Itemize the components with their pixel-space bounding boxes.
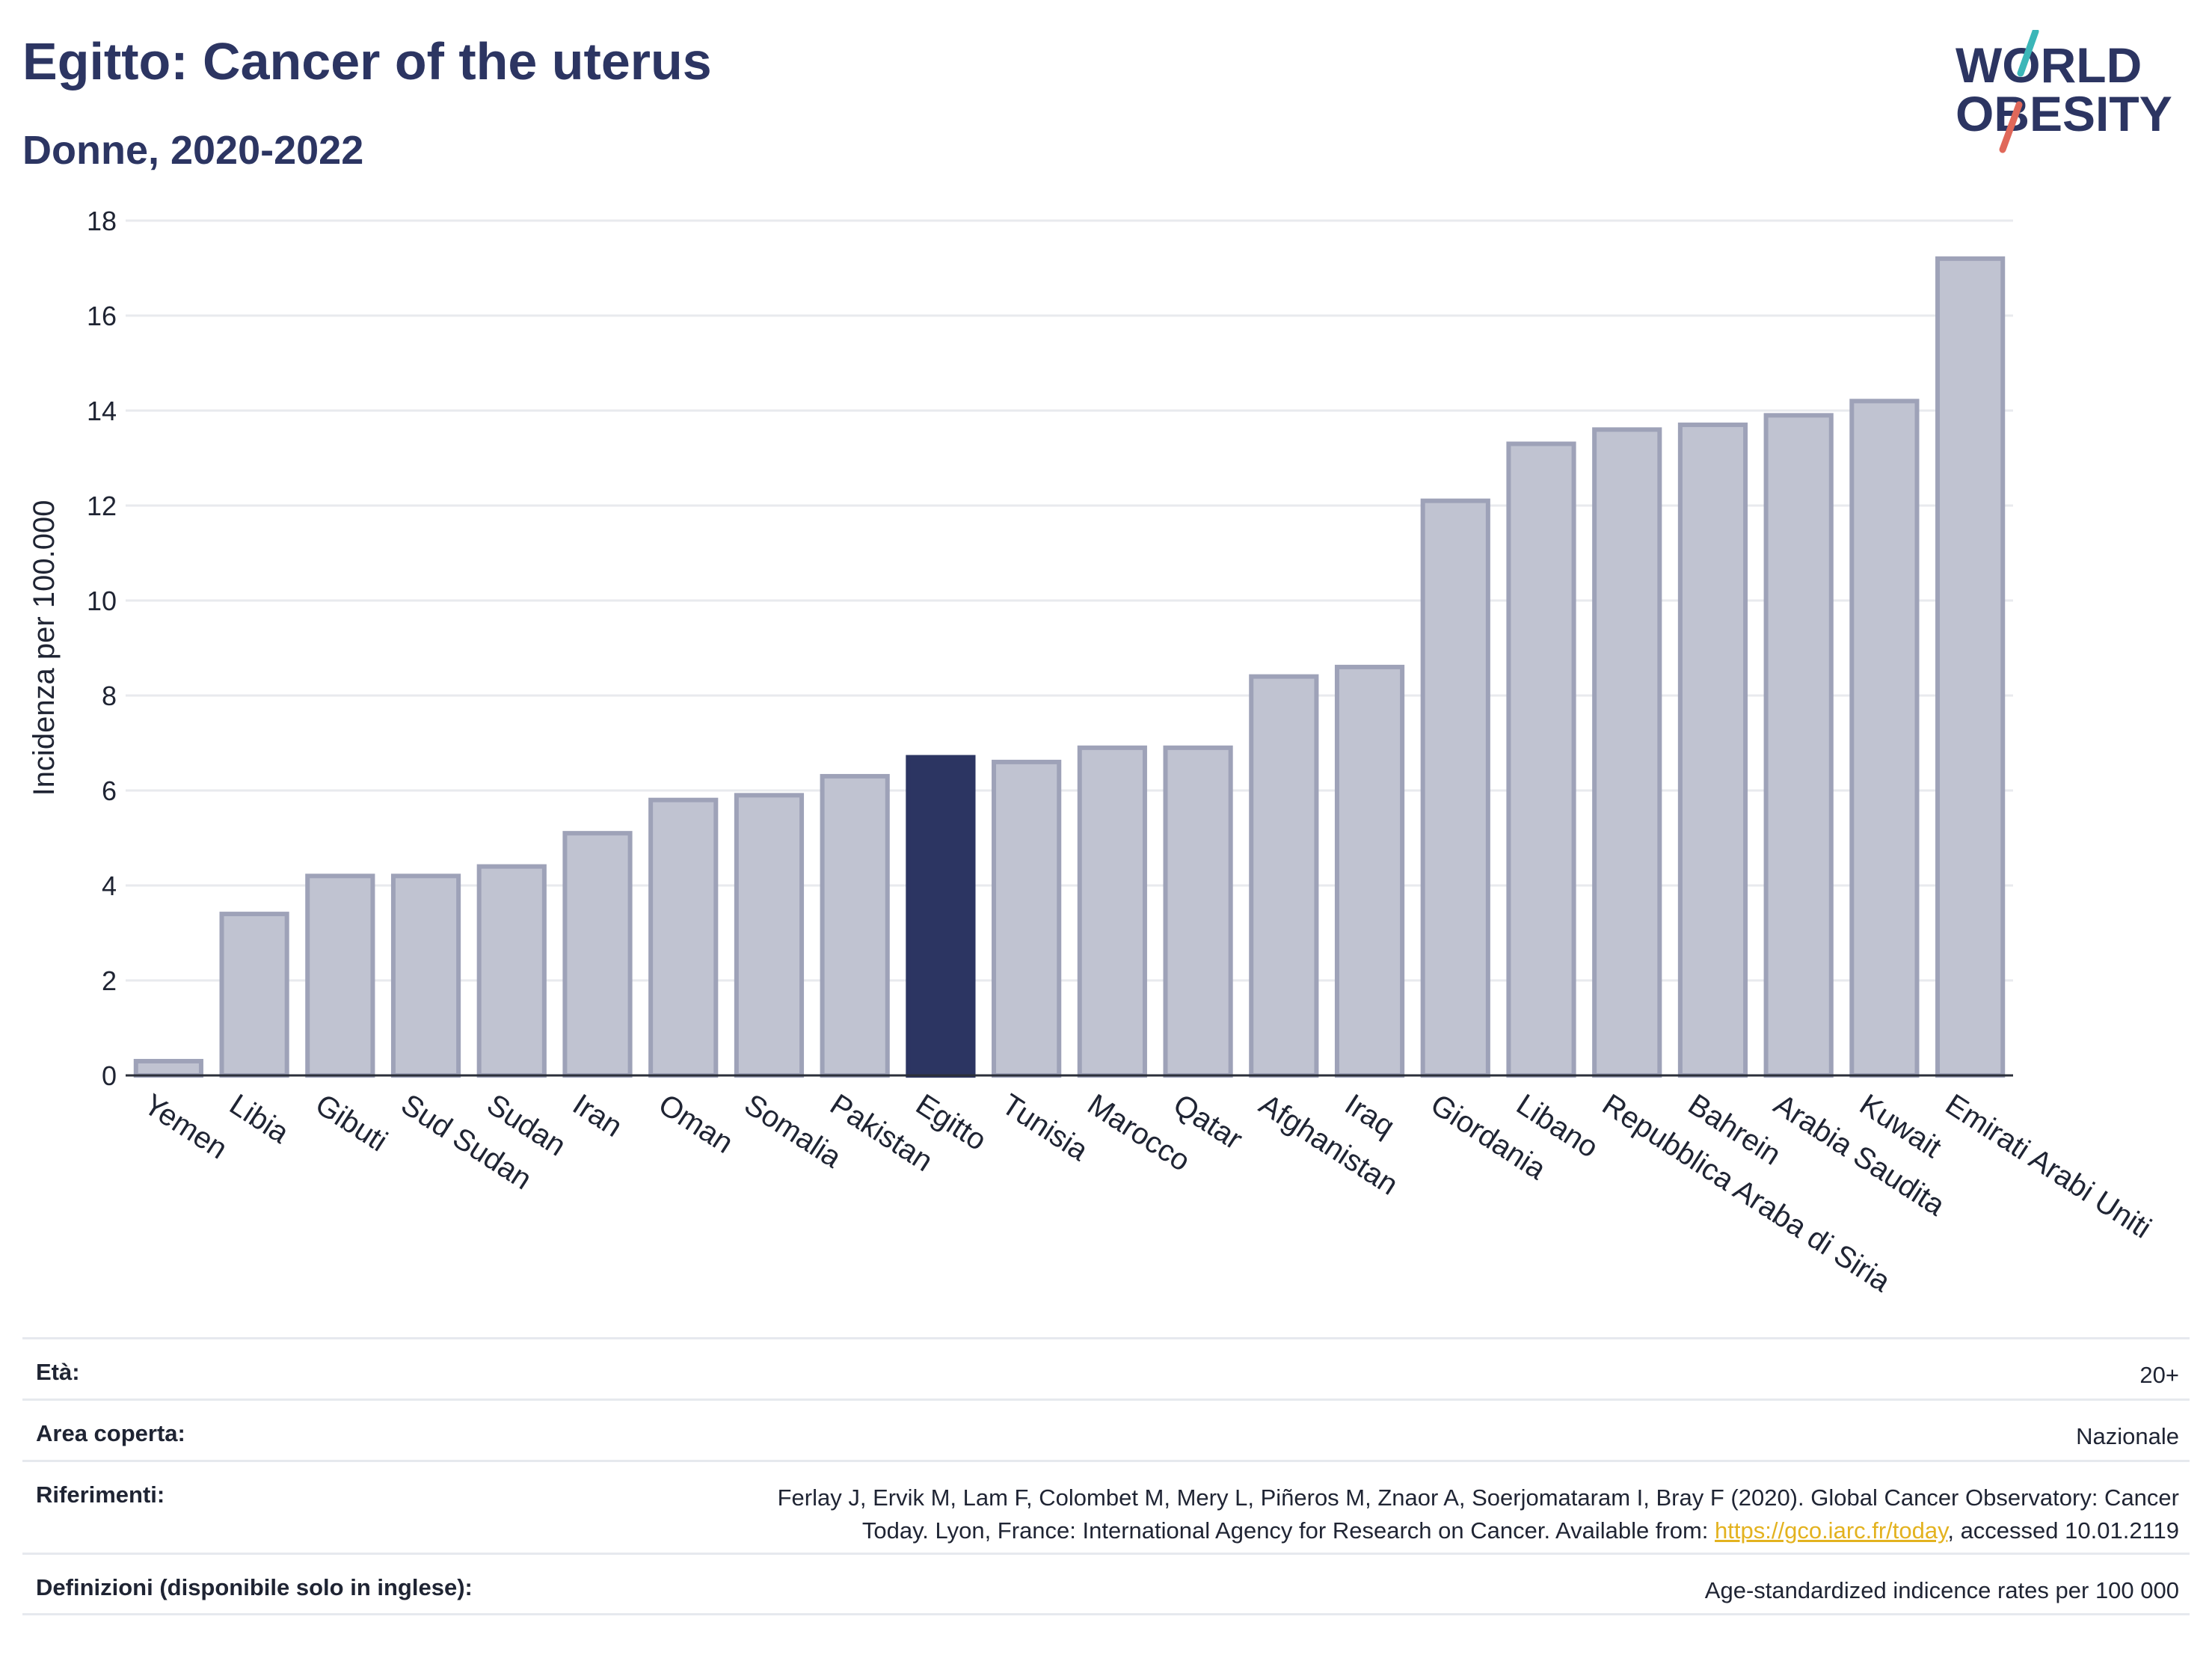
bar-tunisia <box>992 759 1062 1078</box>
age-value: 20+ <box>2139 1362 2179 1388</box>
bar-giordania <box>1420 498 1490 1078</box>
x-tick-label: Libia <box>224 1088 295 1150</box>
bar-gibuti <box>305 873 375 1078</box>
bar-iran <box>562 831 633 1078</box>
bar-yemen <box>133 1058 203 1078</box>
x-tick-label: Iran <box>567 1088 628 1143</box>
chart-title: Egitto: Cancer of the uterus <box>22 32 712 90</box>
bar-egitto <box>906 755 976 1078</box>
references-line-1: Ferlay J, Ervik M, Lam F, Colombet M, Me… <box>777 1484 2179 1511</box>
y-tick-label: 4 <box>102 871 117 901</box>
references-accessed: , accessed 10.01.2119 <box>1947 1517 2179 1544</box>
logo-word-world: WORLD <box>1956 37 2142 93</box>
x-tick-label: Oman <box>653 1088 739 1160</box>
bar-kuwait <box>1849 399 1920 1078</box>
bar-iraq <box>1334 664 1405 1078</box>
area-label: Area coperta: <box>36 1420 185 1446</box>
bar-afghanistan <box>1249 674 1319 1078</box>
chart-subtitle: Donne, 2020-2022 <box>22 128 364 173</box>
bar-emirati-arabi-uniti <box>1935 256 2006 1078</box>
bar-sudan <box>476 864 547 1078</box>
y-tick-label: 0 <box>102 1060 117 1091</box>
meta-row-references: Riferimenti: Ferlay J, Ervik M, Lam F, C… <box>22 1460 2190 1553</box>
meta-row-age: Età: 20+ <box>22 1337 2190 1398</box>
y-tick-label: 16 <box>87 301 117 331</box>
logo-word-obesity: OBESITY <box>1956 86 2172 141</box>
bar-somalia <box>734 793 805 1078</box>
bar-libano <box>1506 441 1576 1078</box>
bar-sud-sudan <box>390 873 461 1078</box>
definitions-label: Definizioni (disponibile solo in inglese… <box>36 1574 473 1600</box>
x-tick-label: Somalia <box>739 1088 848 1175</box>
y-tick-label: 14 <box>87 396 117 426</box>
x-tick-label: Yemen <box>138 1088 233 1166</box>
bar-bahrein <box>1677 423 1748 1078</box>
references-value: Ferlay J, Ervik M, Lam F, Colombet M, Me… <box>778 1481 2179 1547</box>
meta-row-definitions: Definizioni (disponibile solo in inglese… <box>22 1553 2190 1615</box>
x-tick-label: Tunisia <box>996 1088 1094 1168</box>
age-label: Età: <box>36 1359 80 1385</box>
bar-qatar <box>1163 745 1233 1078</box>
references-label: Riferimenti: <box>36 1481 165 1508</box>
x-tick-label: Iraq <box>1339 1088 1401 1143</box>
x-tick-label: Gibuti <box>310 1088 393 1158</box>
bar-arabia-saudita <box>1763 413 1834 1078</box>
references-line-2: Today. Lyon, France: International Agenc… <box>861 1517 1715 1544</box>
x-tick-label: Emirati Arabi Uniti <box>1940 1088 2157 1245</box>
bar-pakistan <box>820 773 890 1078</box>
bar-oman <box>648 797 719 1078</box>
bar-chart: 0 2 4 6 8 10 12 14 16 18 Incidenza per 100.000 Yeme… <box>28 206 2157 1299</box>
y-tick-label: 8 <box>102 681 117 711</box>
y-tick-label: 6 <box>102 776 117 806</box>
y-tick-label: 12 <box>87 491 117 521</box>
area-value: Nazionale <box>2076 1423 2179 1449</box>
y-tick-label: 10 <box>87 586 117 616</box>
bar-libia <box>219 912 289 1078</box>
bar-marocco <box>1077 745 1147 1078</box>
references-link[interactable]: https://gco.iarc.fr/today <box>1715 1517 1948 1544</box>
y-axis-title: Incidenza per 100.000 <box>28 500 61 796</box>
definitions-value: Age-standardized indicence rates per 100… <box>1704 1577 2179 1603</box>
metadata-table: Età: 20+ Area coperta: Nazionale Riferim… <box>22 1337 2190 1615</box>
world-obesity-logo: WORLD OBESITY <box>1956 30 2172 153</box>
meta-row-area: Area coperta: Nazionale <box>22 1398 2190 1460</box>
y-tick-label: 18 <box>87 206 117 236</box>
y-tick-label: 2 <box>102 965 117 996</box>
bar-repubblica-araba-di-siria <box>1592 427 1662 1078</box>
